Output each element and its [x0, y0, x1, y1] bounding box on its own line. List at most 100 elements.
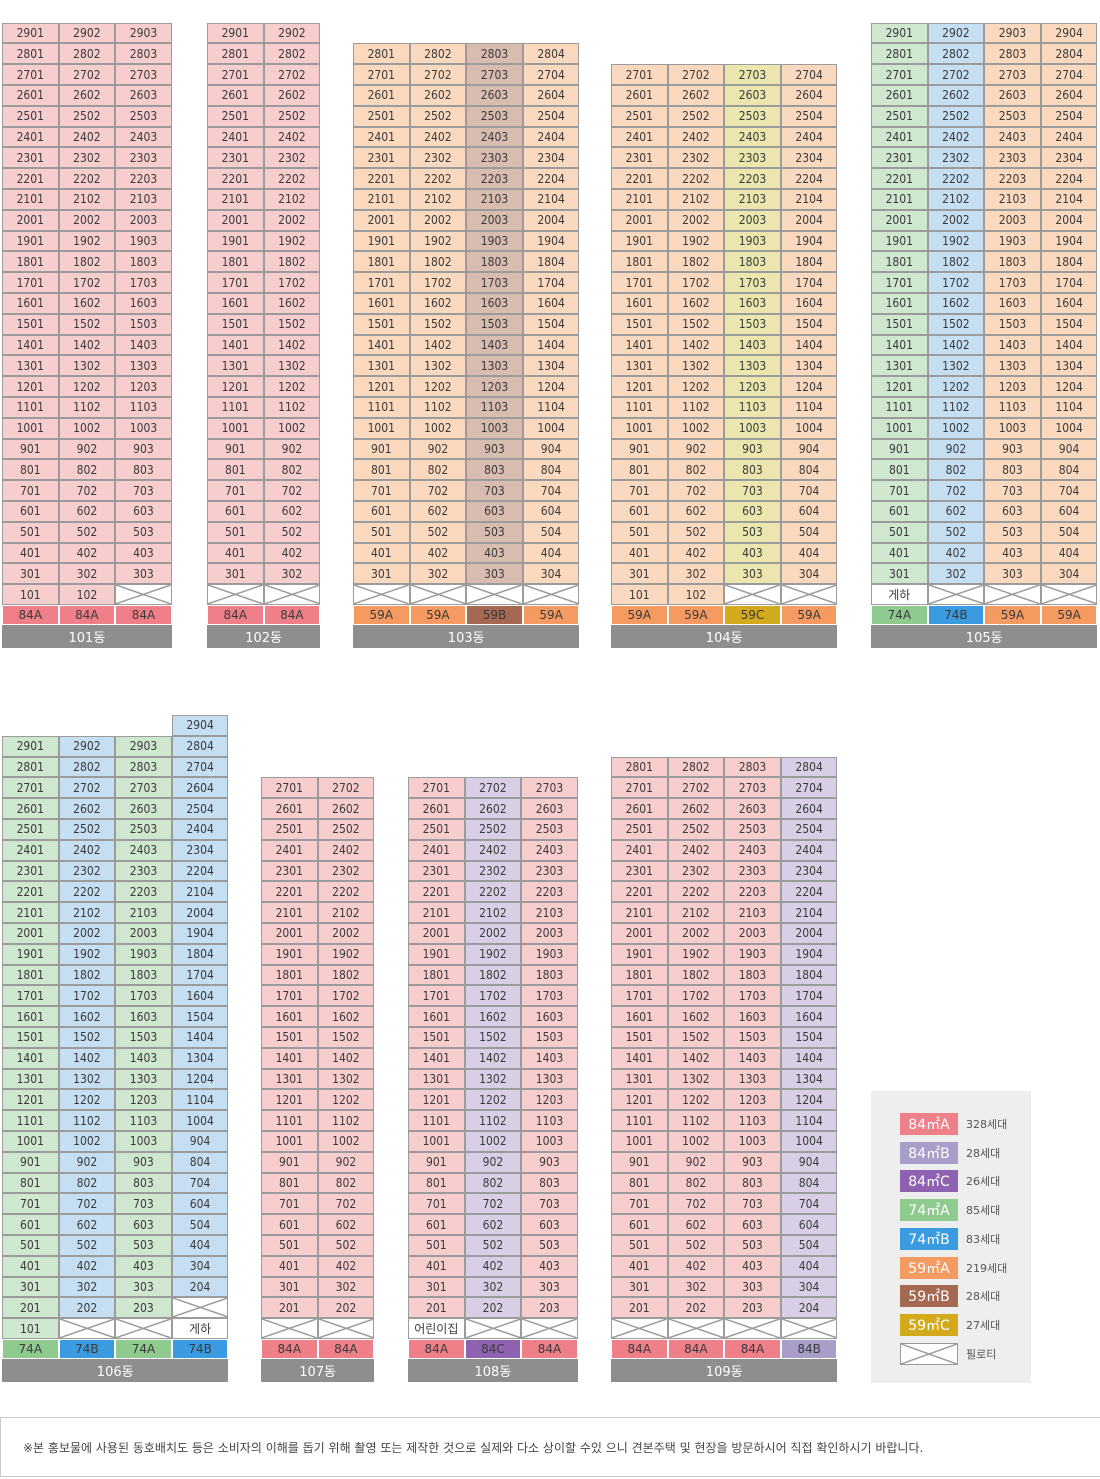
unit-cell: 2203	[115, 881, 172, 903]
unit-cell: 2403	[724, 839, 781, 861]
unit-cell: 402	[409, 542, 467, 564]
unit-cell: 901	[611, 1151, 668, 1173]
unit-cell: 602	[58, 501, 116, 522]
unit-cell: 803	[466, 459, 523, 481]
unit-cell: 101	[2, 584, 59, 605]
unit-cell: 2503	[466, 105, 523, 127]
unit-cell: 1604	[522, 293, 580, 314]
unit-cell: 1501	[353, 313, 410, 335]
unit-cell: 2802	[667, 756, 725, 778]
unit-cell: 1704	[1040, 272, 1098, 293]
unit-cell: 502	[263, 521, 321, 543]
unit-cell: 2301	[611, 147, 668, 169]
piloti-swatch	[900, 1342, 958, 1365]
unit-cell: 1002	[58, 417, 116, 439]
unit-cell: 1801	[2, 964, 59, 986]
unit-cell: 603	[466, 501, 523, 522]
unit-cell: 802	[927, 459, 985, 481]
unit-cell: 2501	[2, 819, 59, 840]
unit-cell: 2201	[611, 168, 668, 189]
unit-cell: 601	[353, 501, 410, 522]
unit-cell: 403	[521, 1255, 578, 1277]
unit-cell: 2202	[667, 168, 725, 189]
unit-cell: 1002	[409, 417, 467, 439]
unit-cell: 2901	[2, 735, 59, 757]
unit-cell: 301	[207, 563, 264, 585]
unit-cell: 2404	[522, 126, 580, 148]
unit-cell: 1901	[261, 943, 318, 965]
unit-cell: 1401	[611, 334, 668, 356]
unit-cell: 904	[1040, 438, 1098, 460]
unit-cell: 703	[724, 480, 781, 501]
unit-cell: 602	[58, 1214, 116, 1235]
unit-cell: 1001	[207, 417, 264, 439]
unit-cell: 1504	[780, 313, 838, 335]
unit-type-tag: 59A	[353, 605, 410, 625]
unit-cell: 2701	[353, 64, 410, 85]
unit-cell: 1301	[2, 1068, 59, 1090]
unit-cell: 1202	[667, 376, 725, 397]
piloti-cell	[464, 1318, 522, 1339]
unit-cell: 302	[263, 563, 321, 585]
unit-cell: 2804	[522, 43, 580, 65]
legend-swatch: 74㎡A	[900, 1199, 958, 1222]
unit-cell: 1101	[2, 1110, 59, 1131]
unit-cell: 1001	[261, 1131, 318, 1152]
unit-cell: 1001	[2, 1131, 59, 1152]
unit-cell: 704	[1040, 480, 1098, 501]
unit-cell: 2902	[263, 22, 321, 44]
unit-cell: 703	[115, 480, 172, 501]
unit-cell: 2804	[1040, 43, 1098, 65]
unit-cell: 2401	[2, 839, 59, 861]
unit-cell: 1502	[58, 1027, 116, 1048]
unit-cell: 1403	[115, 334, 172, 356]
unit-cell: 403	[724, 1255, 781, 1277]
unit-cell: 1701	[611, 985, 668, 1007]
unit-cell: 303	[521, 1276, 578, 1298]
unit-cell: 401	[611, 542, 668, 564]
unit-cell: 902	[317, 1151, 375, 1173]
unit-cell: 204	[780, 1297, 838, 1319]
unit-cell: 2301	[2, 860, 59, 882]
unit-cell: 2202	[263, 168, 321, 189]
unit-cell: 901	[261, 1151, 318, 1173]
unit-type-tag: 59A	[1040, 605, 1098, 625]
unit-cell: 501	[871, 521, 928, 543]
unit-cell: 1304	[1040, 355, 1098, 377]
unit-cell: 1201	[261, 1089, 318, 1111]
unit-cell: 1901	[2, 230, 59, 252]
unit-cell: 702	[667, 1193, 725, 1215]
unit-cell: 804	[780, 459, 838, 481]
unit-cell: 2003	[115, 209, 172, 231]
unit-cell: 1802	[464, 964, 522, 986]
unit-cell: 1602	[409, 293, 467, 314]
unit-cell: 1902	[667, 943, 725, 965]
disclaimer-note: ※본 홍보물에 사용된 동호배치도 등은 소비자의 이해를 돕기 위해 촬영 또…	[0, 1417, 1100, 1477]
unit-cell: 701	[611, 480, 668, 501]
unit-cell: 2202	[58, 168, 116, 189]
unit-cell: 901	[353, 438, 410, 460]
unit-cell: 1103	[984, 397, 1041, 418]
piloti-cell	[611, 1318, 668, 1339]
unit-cell: 2504	[1040, 105, 1098, 127]
legend-count: 28세대	[966, 1290, 1001, 1304]
unit-cell: 1102	[667, 397, 725, 418]
unit-cell: 1604	[780, 293, 838, 314]
unit-cell: 1303	[115, 355, 172, 377]
unit-cell: 2603	[115, 85, 172, 106]
unit-cell: 2303	[115, 860, 172, 882]
unit-cell: 1103	[724, 397, 781, 418]
unit-cell: 503	[115, 1235, 172, 1256]
unit-cell: 2101	[207, 189, 264, 210]
unit-cell: 302	[409, 563, 467, 585]
unit-cell: 1302	[667, 355, 725, 377]
unit-cell: 1002	[667, 1131, 725, 1152]
legend-item: 84㎡B 28세대	[900, 1141, 1000, 1164]
unit-cell: 602	[464, 1214, 522, 1235]
unit-cell: 702	[927, 480, 985, 501]
unit-cell: 1301	[353, 355, 410, 377]
unit-cell: 1603	[724, 293, 781, 314]
unit-cell: 1802	[58, 251, 116, 273]
unit-cell: 2304	[171, 839, 229, 861]
unit-cell: 504	[522, 521, 580, 543]
